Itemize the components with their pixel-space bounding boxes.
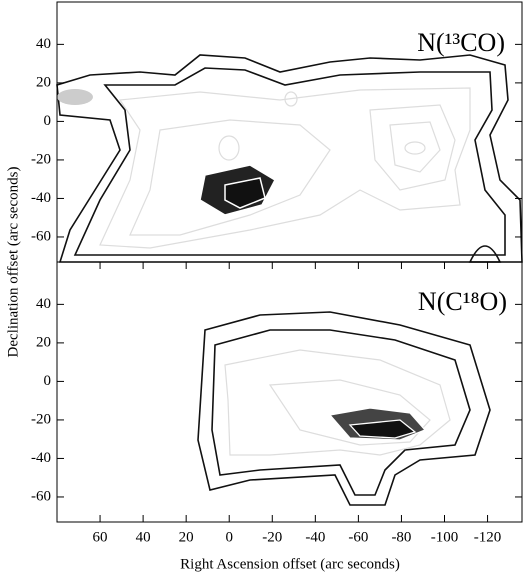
y-axis-label: Declination offset (arc seconds) bbox=[5, 167, 21, 358]
x-tick-label: -60 bbox=[348, 529, 368, 545]
x-tick-label: 60 bbox=[93, 529, 108, 545]
y-tick-label: -40 bbox=[31, 190, 51, 206]
x-tick-label: 20 bbox=[179, 529, 194, 545]
y-tick-label: 40 bbox=[36, 36, 51, 52]
y-tick-label: 20 bbox=[36, 74, 51, 90]
contour-map bbox=[197, 311, 491, 506]
y-tick-label: 0 bbox=[44, 373, 52, 389]
y-tick-label: 40 bbox=[36, 296, 51, 312]
y-tick-label: -20 bbox=[31, 411, 51, 427]
panel-label: N(¹³CO) bbox=[417, 28, 505, 57]
x-tick-label: -80 bbox=[391, 529, 411, 545]
panel-frame bbox=[56, 261, 523, 523]
y-tick-label: 20 bbox=[36, 334, 51, 350]
x-tick-label: -120 bbox=[474, 529, 502, 545]
y-tick-label: 0 bbox=[44, 113, 52, 129]
x-tick-label: -20 bbox=[262, 529, 282, 545]
y-tick-label: -20 bbox=[31, 151, 51, 167]
y-tick-label: -60 bbox=[31, 488, 51, 504]
panel-label: N(C¹⁸O) bbox=[418, 287, 507, 316]
x-tick-label: -100 bbox=[431, 529, 459, 545]
x-tick-label: 40 bbox=[136, 529, 151, 545]
x-tick-label: 0 bbox=[225, 529, 233, 545]
y-tick-label: -40 bbox=[31, 450, 51, 466]
x-axis-label: Right Ascension offset (arc seconds) bbox=[180, 556, 400, 572]
contour-map bbox=[56, 54, 523, 263]
x-tick-label: -40 bbox=[305, 529, 325, 545]
y-tick-label: -60 bbox=[31, 228, 51, 244]
